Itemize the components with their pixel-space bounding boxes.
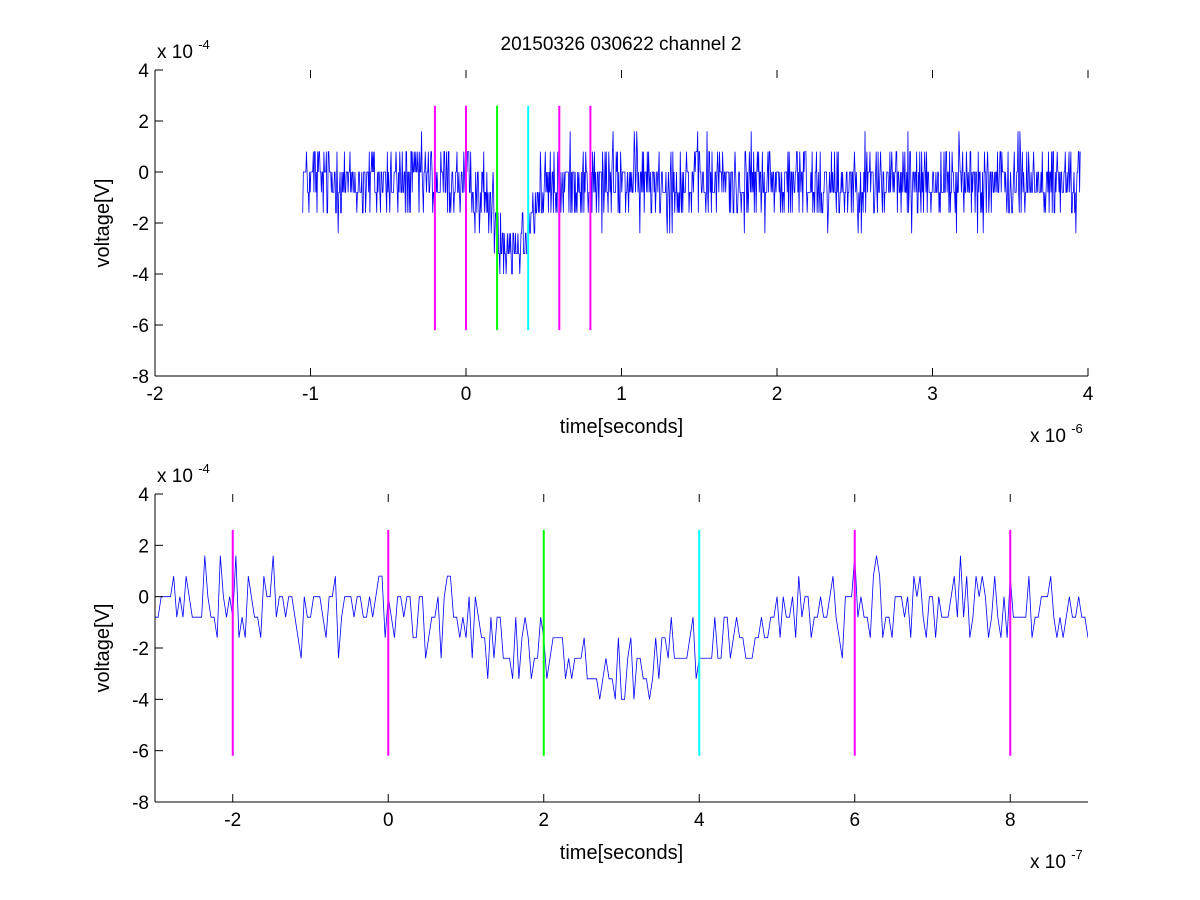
y-tick-label: 2 bbox=[138, 536, 149, 557]
x-tick-label: 2 bbox=[538, 810, 549, 831]
x-tick-label: -2 bbox=[147, 384, 164, 405]
y-tick-label: -4 bbox=[132, 265, 149, 286]
signal-trace bbox=[155, 555, 1088, 700]
y-exponent-power: -4 bbox=[198, 461, 210, 476]
x-axis-label: time[seconds] bbox=[560, 416, 683, 438]
x-tick-label: -1 bbox=[302, 384, 319, 405]
y-tick-label: -2 bbox=[132, 639, 149, 660]
x-exponent-power: -6 bbox=[1071, 421, 1083, 436]
x-tick-label: 2 bbox=[772, 384, 783, 405]
x-tick-label: 0 bbox=[383, 810, 394, 831]
y-tick-label: 2 bbox=[138, 112, 149, 133]
y-tick-label: -8 bbox=[132, 367, 149, 388]
x-tick-label: -2 bbox=[224, 810, 241, 831]
signal-trace bbox=[302, 131, 1081, 275]
x-tick-label: 4 bbox=[694, 810, 705, 831]
x-tick-label: 6 bbox=[849, 810, 860, 831]
y-axis-label: voltage[V] bbox=[92, 604, 114, 693]
x-axis-label: time[seconds] bbox=[560, 842, 683, 864]
x-exponent-power: -7 bbox=[1071, 847, 1083, 862]
y-tick-label: 0 bbox=[138, 588, 149, 609]
y-tick-label: 0 bbox=[138, 163, 149, 184]
y-axis-label: voltage[V] bbox=[92, 179, 114, 268]
x-tick-label: 3 bbox=[927, 384, 938, 405]
x-tick-label: 1 bbox=[616, 384, 627, 405]
x-tick-label: 0 bbox=[461, 384, 472, 405]
x-tick-label: 4 bbox=[1083, 384, 1094, 405]
y-tick-label: 4 bbox=[138, 61, 149, 82]
x-tick-label: 8 bbox=[1005, 810, 1016, 831]
y-tick-label: -4 bbox=[132, 690, 149, 711]
y-tick-label: -8 bbox=[132, 793, 149, 814]
y-tick-label: -6 bbox=[132, 742, 149, 763]
figure-title: 20150326 030622 channel 2 bbox=[501, 34, 742, 55]
y-tick-label: 4 bbox=[138, 485, 149, 506]
y-tick-label: -2 bbox=[132, 214, 149, 235]
y-tick-label: -6 bbox=[132, 316, 149, 337]
y-exponent-power: -4 bbox=[198, 37, 210, 52]
